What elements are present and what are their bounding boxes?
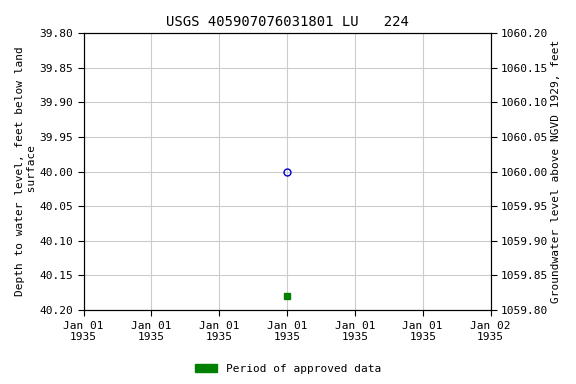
- Title: USGS 405907076031801 LU   224: USGS 405907076031801 LU 224: [166, 15, 408, 29]
- Legend: Period of approved data: Period of approved data: [191, 359, 385, 379]
- Y-axis label: Groundwater level above NGVD 1929, feet: Groundwater level above NGVD 1929, feet: [551, 40, 561, 303]
- Y-axis label: Depth to water level, feet below land
 surface: Depth to water level, feet below land su…: [15, 46, 37, 296]
